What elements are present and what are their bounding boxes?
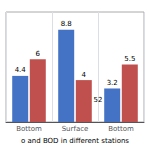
svg-text:Bottom: Bottom xyxy=(16,125,42,133)
svg-text:8.8: 8.8 xyxy=(61,20,72,28)
svg-text:6: 6 xyxy=(36,50,41,58)
svg-text:5.5: 5.5 xyxy=(124,55,135,63)
svg-text:Bottom: Bottom xyxy=(108,125,134,133)
svg-text:52: 52 xyxy=(94,96,103,104)
svg-text:4: 4 xyxy=(82,71,87,79)
svg-text:4.4: 4.4 xyxy=(15,66,27,74)
svg-text:3.2: 3.2 xyxy=(107,79,118,87)
svg-text:Surface: Surface xyxy=(62,125,89,133)
svg-text:o and BOD in different station: o and BOD in different stations xyxy=(21,137,129,145)
